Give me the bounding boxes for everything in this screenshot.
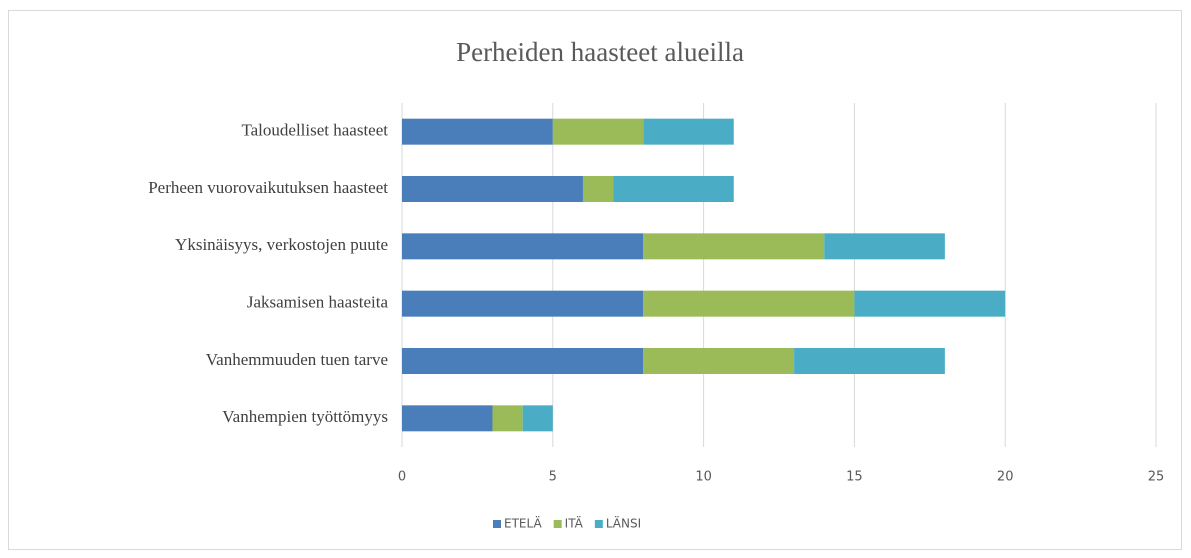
bar-segment	[402, 233, 644, 260]
bar-segment	[643, 348, 795, 374]
bar-segment	[402, 348, 644, 374]
bar-segment	[402, 290, 644, 317]
bar-segment	[643, 233, 825, 260]
y-tick-label: Vanhempien työttömyys	[222, 407, 388, 426]
legend-swatch	[553, 520, 562, 528]
bar-segment	[402, 176, 583, 202]
bar-segment	[492, 405, 523, 432]
legend-label: LÄNSI	[606, 516, 641, 531]
bar-segment	[552, 118, 644, 145]
bar-segment	[582, 176, 614, 202]
x-tick-label: 10	[695, 470, 712, 485]
x-tick-label: 5	[549, 470, 557, 485]
chart-title: Perheiden haasteet alueilla	[456, 37, 744, 67]
y-tick-label: Vanhemmuuden tuen tarve	[206, 350, 388, 369]
y-tick-label: Taloudelliset haasteet	[241, 121, 388, 140]
x-tick-label: 25	[1148, 470, 1165, 485]
legend-swatch	[493, 520, 501, 528]
y-tick-label: Yksinäisyys, verkostojen puute	[175, 235, 388, 254]
x-tick-label: 20	[997, 470, 1014, 485]
bar-segment	[854, 290, 1006, 317]
legend-label: ETELÄ	[504, 516, 542, 531]
bar-segment	[402, 118, 553, 145]
x-tick-label: 0	[398, 470, 406, 485]
legend-label: ITÄ	[565, 516, 584, 531]
y-tick-label: Perheen vuorovaikutuksen haasteet	[148, 178, 388, 197]
y-tick-label: Jaksamisen haasteita	[247, 293, 389, 312]
bar-segment	[794, 348, 945, 374]
x-tick-label: 15	[846, 470, 863, 485]
bar-segment	[824, 233, 945, 260]
chart-border	[8, 10, 1182, 550]
bar-segment	[643, 290, 855, 317]
legend-swatch	[594, 520, 603, 528]
bar-segment	[402, 405, 493, 432]
bar-segment	[613, 176, 734, 202]
bar-segment	[643, 118, 734, 145]
bar-segment	[522, 405, 553, 432]
